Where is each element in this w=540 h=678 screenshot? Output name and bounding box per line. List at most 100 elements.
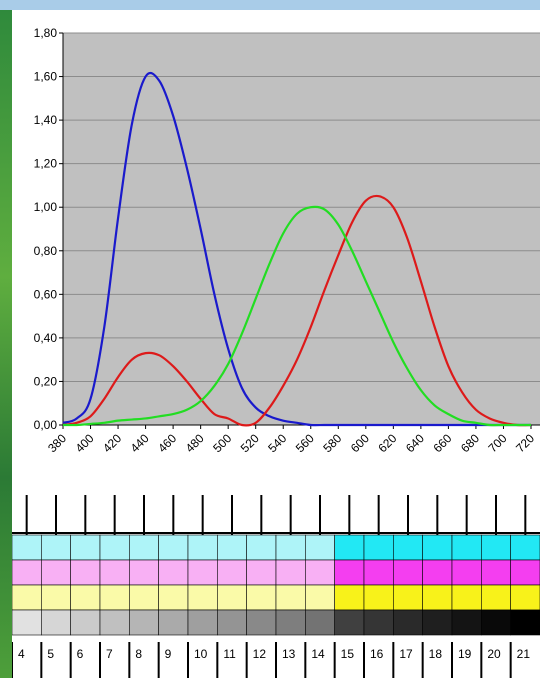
color-patch <box>246 534 277 561</box>
color-patch <box>187 584 218 611</box>
color-patch <box>217 559 247 586</box>
color-patch <box>12 609 42 636</box>
patch-label: 10 <box>194 647 208 661</box>
color-patch <box>393 534 423 561</box>
x-tick-label: 520 <box>238 431 262 455</box>
y-tick-label: 0,40 <box>34 331 58 345</box>
x-tick-label: 560 <box>293 431 317 455</box>
patch-label: 4 <box>18 647 25 661</box>
x-tick-label: 500 <box>210 431 234 455</box>
color-patch <box>363 534 394 561</box>
color-patch <box>305 609 335 636</box>
x-tick-label: 540 <box>265 431 289 455</box>
color-patch <box>99 584 130 611</box>
color-patch <box>217 584 247 611</box>
patch-label: 14 <box>311 647 325 661</box>
line-series <box>62 194 531 427</box>
color-patch <box>422 584 453 611</box>
patch-label: 20 <box>487 647 501 661</box>
line-series <box>62 205 531 427</box>
color-patch <box>12 584 42 611</box>
x-tick-label: 600 <box>348 431 372 455</box>
color-patch <box>187 534 218 561</box>
color-patch <box>334 559 365 586</box>
color-patch <box>451 609 482 636</box>
patch-label: 17 <box>399 647 413 661</box>
color-patch <box>246 609 277 636</box>
patch-label: 13 <box>282 647 296 661</box>
x-tick-label: 660 <box>430 431 454 455</box>
color-patch <box>510 559 540 586</box>
patch-label: 19 <box>458 647 472 661</box>
x-tick-label: 640 <box>403 431 427 455</box>
color-patch <box>305 534 335 561</box>
color-patch <box>305 559 335 586</box>
color-patch <box>481 559 511 586</box>
color-patch <box>217 534 247 561</box>
patch-label: 6 <box>77 647 84 661</box>
y-tick-label: 1,40 <box>34 113 58 127</box>
patch-label: 16 <box>370 647 384 661</box>
patch-label: 21 <box>517 647 531 661</box>
color-patch <box>363 584 394 611</box>
x-tick-label: 420 <box>100 431 124 455</box>
y-tick-label: 1,20 <box>34 157 58 171</box>
color-patch <box>275 559 306 586</box>
color-patch <box>422 609 453 636</box>
color-patch <box>334 534 365 561</box>
patch-label: 8 <box>135 647 142 661</box>
color-patch <box>363 559 394 586</box>
patch-label: 5 <box>47 647 54 661</box>
color-patch <box>481 534 511 561</box>
color-patch <box>246 559 277 586</box>
patch-label: 18 <box>429 647 443 661</box>
color-patch <box>305 584 335 611</box>
color-patch <box>393 559 423 586</box>
color-patch <box>158 559 189 586</box>
x-tick-label: 620 <box>375 431 399 455</box>
patch-label: 9 <box>165 647 172 661</box>
color-patch <box>481 584 511 611</box>
y-tick-label: 1,60 <box>34 70 58 84</box>
color-patch <box>129 609 159 636</box>
color-patch <box>510 609 540 636</box>
color-patch <box>510 534 540 561</box>
x-tick-label: 400 <box>73 431 97 455</box>
color-patch <box>41 534 71 561</box>
y-tick-label: 1,80 <box>34 26 58 40</box>
y-tick-label: 0,80 <box>34 244 58 258</box>
patch-label: 12 <box>253 647 267 661</box>
color-patch <box>41 584 71 611</box>
color-patch <box>275 534 306 561</box>
patch-label: 11 <box>223 647 236 661</box>
color-patch <box>99 534 130 561</box>
plot-area <box>63 33 540 425</box>
leaf-background <box>0 10 12 678</box>
color-patch <box>70 609 101 636</box>
color-patch <box>187 559 218 586</box>
color-patch <box>217 609 247 636</box>
color-patch <box>41 559 71 586</box>
y-tick-label: 1,00 <box>34 200 58 214</box>
chart: 0,00 0,20 0,40 0,60 0,80 1,00 1,20 1,40 1,60 1,80… <box>12 10 540 678</box>
color-patch <box>41 609 71 636</box>
color-patch <box>158 609 189 636</box>
x-tick-label: 720 <box>513 431 537 455</box>
color-patch <box>187 609 218 636</box>
color-patch <box>99 559 130 586</box>
x-tick-label: 580 <box>320 431 344 455</box>
color-patch <box>481 609 511 636</box>
x-tick-label: 460 <box>155 431 179 455</box>
color-patch <box>246 584 277 611</box>
color-patch <box>451 559 482 586</box>
color-patch <box>129 584 159 611</box>
color-patch <box>422 534 453 561</box>
x-tick-label: 680 <box>458 431 482 455</box>
color-patch <box>275 609 306 636</box>
color-patch <box>393 609 423 636</box>
patch-label: 7 <box>106 647 113 661</box>
color-patch <box>393 584 423 611</box>
color-patch <box>12 534 42 561</box>
color-patch <box>334 584 365 611</box>
